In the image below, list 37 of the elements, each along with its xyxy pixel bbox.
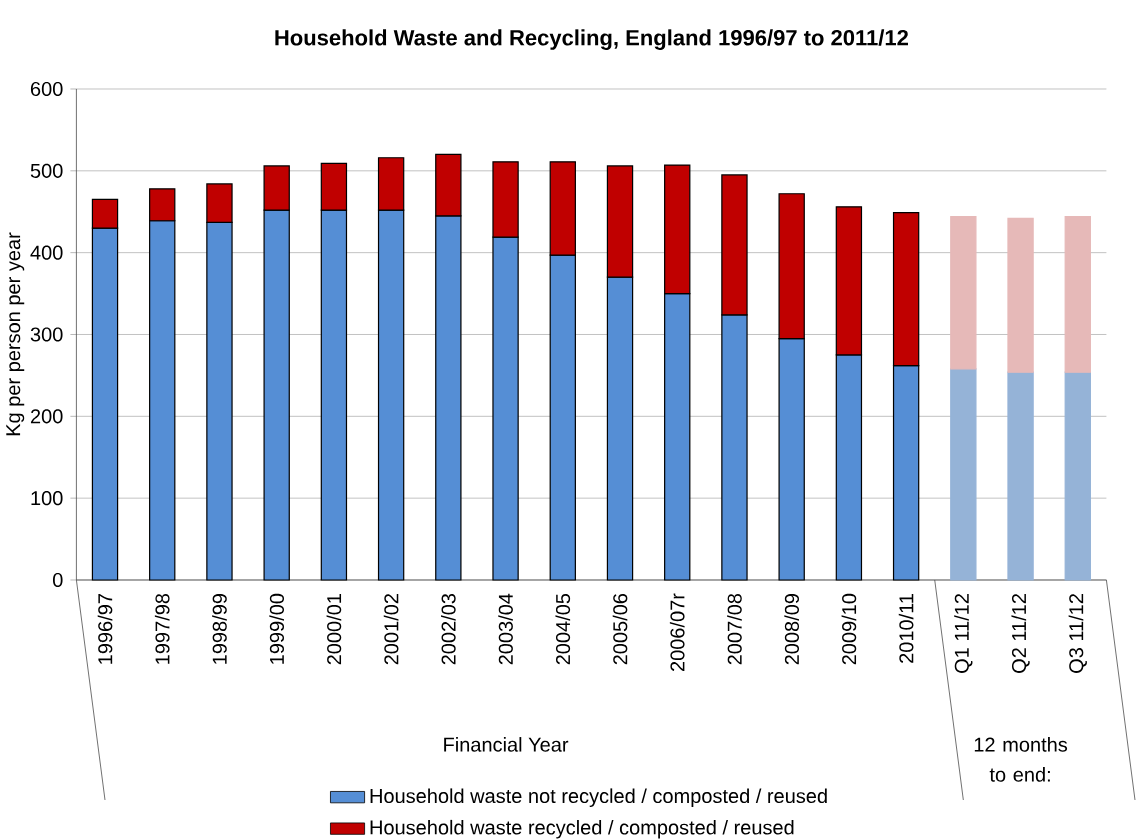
x-tick-label: 2002/03	[441, 593, 456, 665]
x-tick-label: 1997/98	[154, 593, 170, 664]
x-tick-label: 2005/06	[612, 593, 628, 665]
x-tick-label: 2006/07r	[669, 593, 685, 671]
x-tick-label: Q3 11/12	[1068, 594, 1087, 673]
x-tick-label: Q1 11/12	[954, 594, 973, 673]
y-tick-label: 100	[31, 491, 63, 506]
x-tick-label: 2001/02	[383, 594, 399, 665]
bar	[1007, 371, 1034, 581]
x-tick-label: 2007/08	[727, 593, 742, 665]
x-tick-label: 1996/97	[97, 594, 113, 664]
bar	[1007, 217, 1034, 373]
bar	[1064, 216, 1091, 373]
x-tick-label: 2000/01	[326, 594, 342, 665]
x-tick-label: 1998/99	[212, 593, 227, 664]
y-tick-label: 300	[30, 327, 63, 342]
x-tick-label: 2010/11	[898, 594, 914, 663]
y-tick-label: 500	[30, 163, 63, 178]
y-tick-label: 0	[52, 572, 63, 588]
chart-title: Household Waste and Recycling, England 1996/97 to 2011/12	[275, 29, 908, 50]
bar	[1064, 371, 1091, 581]
y-tick-label: 400	[30, 245, 63, 260]
bar	[950, 216, 977, 370]
legend-label: Household waste not recycled / composted / reused	[370, 788, 827, 808]
x-tick-label: 2009/10	[841, 593, 857, 665]
text: Financial Year	[444, 737, 569, 752]
y-tick-label: 200	[30, 409, 63, 424]
x-tick-label: 1999/00	[269, 593, 285, 664]
text: 12 months to end:	[974, 737, 1068, 782]
x-tick-label: 2003/04	[498, 593, 513, 665]
x-tick-label: Q2 11/12	[1011, 594, 1030, 673]
x-tick-label: 2004/05	[555, 593, 571, 665]
bar	[950, 368, 977, 581]
y-tick-label: 600	[30, 81, 63, 97]
x-tick-label: 2008/09	[784, 593, 800, 665]
y-axis-title: Kg per person per year	[6, 232, 25, 436]
legend-label: Household waste recycled / composted / reused	[370, 819, 794, 839]
